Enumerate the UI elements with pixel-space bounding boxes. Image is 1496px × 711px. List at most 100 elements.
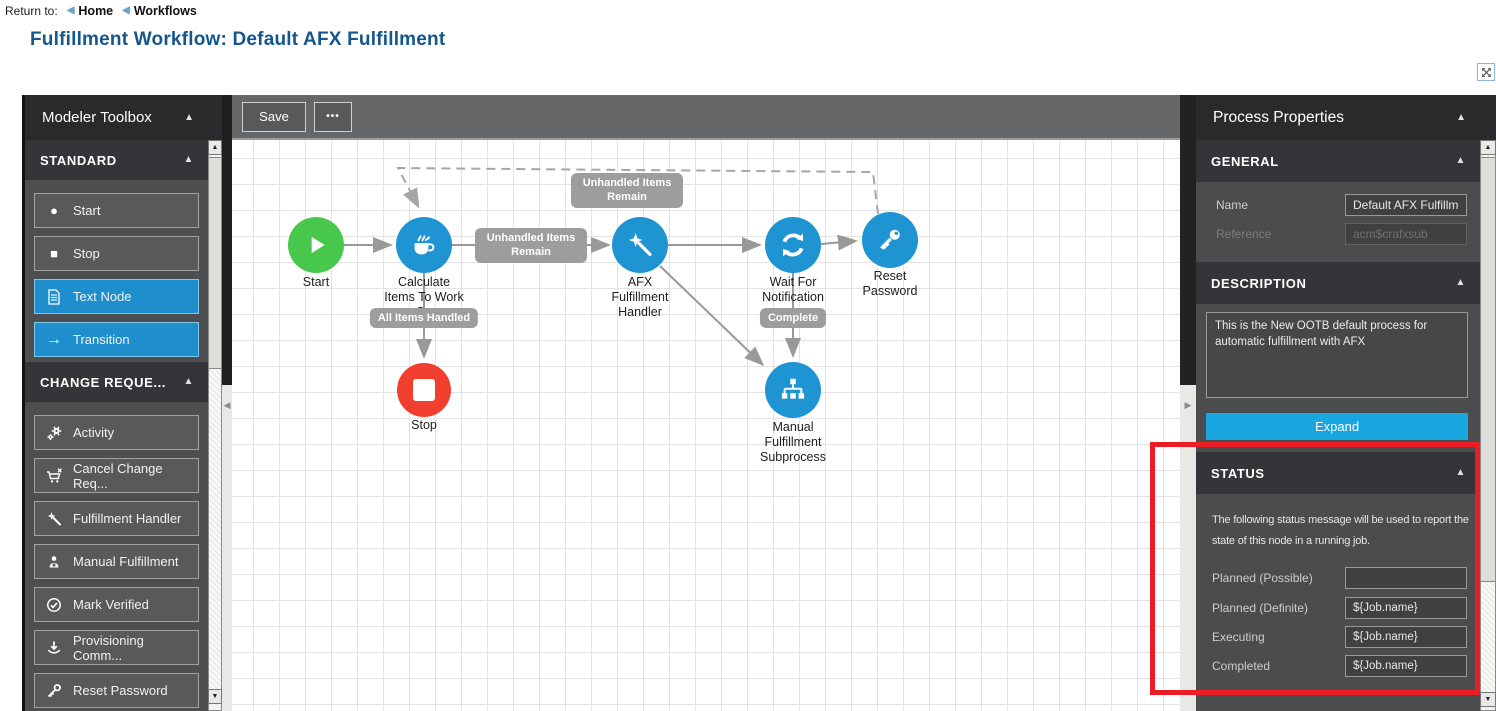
completed-row: Completed [1196, 655, 1480, 677]
workflow-diagram[interactable]: Start Calculate Items To Work On AFX Ful… [232, 140, 1180, 711]
process-properties-header[interactable]: Process Properties ▲ [1196, 95, 1480, 140]
breadcrumb-workflows-label: Workflows [133, 4, 197, 18]
breadcrumb-home-label: Home [78, 4, 114, 18]
toolbox-header[interactable]: Modeler Toolbox ▲ [25, 95, 208, 140]
tool-text-node[interactable]: Text Node [34, 279, 199, 314]
collapse-right-icon: ▶ [1184, 400, 1192, 410]
workflow-modeler: Modeler Toolbox ▲ STANDARD ▲ ● Start ■ S… [22, 95, 1496, 711]
reference-label: Reference [1216, 227, 1272, 241]
breadcrumb-workflows[interactable]: ◀ Workflows [122, 4, 197, 18]
executing-input[interactable] [1345, 626, 1467, 648]
node-label-manual: Manual Fulfillment Subprocess [759, 420, 826, 464]
cart-cancel-icon [45, 467, 63, 484]
scroll-down-button[interactable]: ▼ [208, 689, 222, 704]
subprocess-icon [781, 378, 805, 399]
planned-possible-label: Planned (Possible) [1212, 571, 1313, 585]
edge-loop-unhandled-items [396, 166, 879, 215]
toolbox-scrollbar-column: ▲ ▼ [208, 95, 222, 711]
transition-label-unhandled-items-2[interactable]: Unhandled Items Remain [571, 173, 683, 208]
description-section-header[interactable]: DESCRIPTION ▲ [1196, 262, 1480, 304]
tool-label: Provisioning Comm... [73, 632, 144, 663]
transition-label-complete[interactable]: Complete [759, 308, 827, 329]
tool-label: Manual Fulfillment [73, 554, 179, 569]
document-icon [45, 288, 63, 305]
collapse-icon[interactable]: ▲ [1456, 111, 1466, 123]
collapse-icon: ▲ [183, 154, 194, 165]
node-start[interactable] [288, 217, 344, 273]
tool-manual-fulfillment[interactable]: Manual Fulfillment [34, 544, 199, 579]
transition-label-unhandled-items-1[interactable]: Unhandled Items Remain [475, 228, 587, 263]
collapse-icon: ▲ [183, 376, 194, 387]
node-wait-for-notification[interactable] [765, 217, 821, 273]
expand-button[interactable]: Expand [1206, 413, 1468, 440]
check-circle-icon [45, 596, 63, 613]
description-textarea[interactable]: This is the New OOTB default process for… [1206, 312, 1468, 398]
save-button[interactable]: Save [242, 101, 306, 132]
standard-items: ● Start ■ Stop Text Node → Transition [25, 180, 208, 362]
completed-input[interactable] [1345, 655, 1467, 677]
toolbox-scrollbar-thumb[interactable] [208, 157, 222, 369]
key-icon [880, 229, 900, 250]
left-panel-divider: ◀ [222, 95, 232, 711]
transition-label-all-items-handled[interactable]: All Items Handled [369, 308, 479, 329]
node-reset-password[interactable] [862, 212, 918, 268]
properties-scrollbar-thumb[interactable] [1480, 157, 1496, 582]
tool-label: Reset Password [73, 683, 168, 698]
tool-label: Cancel Change Req... [73, 460, 163, 491]
planned-definite-input[interactable] [1345, 597, 1467, 619]
maximize-button[interactable] [1477, 63, 1495, 81]
tool-provisioning-command[interactable]: Provisioning Comm... [34, 630, 199, 665]
planned-possible-input[interactable] [1345, 567, 1467, 589]
tool-activity[interactable]: Activity [34, 415, 199, 450]
right-panel-divider: ▶ [1180, 95, 1196, 711]
person-icon [45, 553, 63, 570]
general-section-header[interactable]: GENERAL ▲ [1196, 140, 1480, 182]
completed-label: Completed [1212, 659, 1271, 673]
more-options-button[interactable]: ••• [314, 101, 352, 132]
scroll-up-button[interactable]: ▲ [1480, 140, 1496, 155]
stop-square-icon [413, 379, 435, 401]
tool-fulfillment-handler[interactable]: Fulfillment Handler [34, 501, 199, 536]
node-stop[interactable] [397, 363, 451, 417]
tool-label: Activity [73, 425, 115, 440]
collapse-left-panel-handle[interactable]: ◀ [222, 400, 232, 411]
breadcrumb-home[interactable]: ◀ Home [67, 4, 113, 18]
collapse-icon[interactable]: ▲ [184, 111, 194, 123]
scroll-up-icon: ▲ [211, 144, 219, 151]
toolbox-title: Modeler Toolbox [42, 109, 152, 126]
planned-definite-row: Planned (Definite) [1196, 597, 1480, 619]
scroll-up-button[interactable]: ▲ [208, 140, 222, 155]
status-section-header[interactable]: STATUS ▲ [1196, 452, 1480, 494]
name-input[interactable] [1345, 194, 1467, 216]
collapse-icon: ▲ [1455, 155, 1466, 166]
process-properties-panel: Process Properties ▲ GENERAL ▲ Name Refe… [1196, 95, 1480, 711]
node-label-reset: Reset Password [862, 269, 918, 298]
name-label: Name [1216, 198, 1249, 212]
planned-definite-label: Planned (Definite) [1212, 601, 1309, 615]
collapse-right-panel-handle[interactable]: ▶ [1180, 400, 1196, 411]
node-afx-fulfillment-handler[interactable] [612, 217, 668, 273]
wand-icon [45, 510, 63, 527]
tool-cancel-change-request[interactable]: Cancel Change Req... [34, 458, 199, 493]
tool-mark-verified[interactable]: Mark Verified [34, 587, 199, 622]
toolbox-section-standard[interactable]: STANDARD ▲ [25, 140, 208, 180]
scroll-down-icon: ▼ [1484, 696, 1492, 703]
tool-transition[interactable]: → Transition [34, 322, 199, 357]
status-message: The following status message will be use… [1212, 514, 1469, 548]
wand-icon [628, 233, 652, 256]
gears-icon [45, 424, 63, 441]
tool-start[interactable]: ● Start [34, 193, 199, 228]
scroll-down-button[interactable]: ▼ [1480, 692, 1496, 707]
collapse-icon: ▲ [1455, 467, 1466, 478]
scroll-up-icon: ▲ [1484, 144, 1492, 151]
toolbox-section-change-request[interactable]: CHANGE REQUE... ▲ [25, 362, 208, 402]
tool-label: Text Node [73, 289, 132, 304]
section-label: STANDARD [40, 152, 117, 168]
node-calculate-items[interactable] [396, 217, 452, 273]
node-manual-fulfillment-subprocess[interactable] [765, 362, 821, 418]
tool-reset-password[interactable]: Reset Password [34, 673, 199, 708]
node-label-wait: Wait For Notification [762, 275, 824, 304]
node-label-stop: Stop [411, 418, 437, 432]
tool-stop[interactable]: ■ Stop [34, 236, 199, 271]
